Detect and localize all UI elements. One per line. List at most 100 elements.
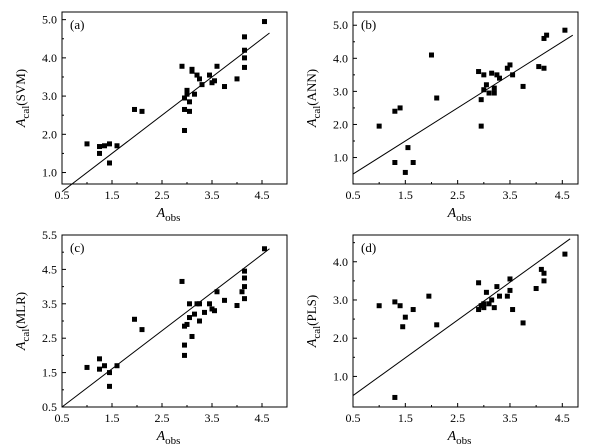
y-axis-label: Acal(PLS) [304, 295, 323, 348]
data-point [536, 64, 542, 70]
scatter-panel: 0.5 1.5 2.5 3.5 4.5 0.5 1.5 2.5 3.5 4.5 5.5 (c) Aobs… [13, 228, 288, 447]
x-tick-label: 0.5 [55, 188, 70, 202]
data-point [504, 293, 510, 299]
data-point [107, 141, 112, 147]
data-point [392, 108, 398, 114]
data-point [242, 47, 247, 53]
data-point [428, 52, 434, 58]
data-point [491, 90, 497, 96]
data-point [107, 160, 112, 166]
data-point [481, 72, 487, 78]
plot-frame [352, 11, 579, 185]
data-point [187, 315, 192, 321]
data-point [481, 87, 487, 93]
data-point [434, 95, 440, 101]
y-tick-label: 4.5 [42, 262, 57, 276]
data-point [494, 72, 500, 78]
panel-label: (d) [361, 240, 376, 255]
data-point [179, 278, 185, 284]
y-tick-label: 1.0 [333, 369, 348, 383]
data-point [242, 55, 247, 61]
data-point [538, 266, 544, 272]
x-tick-label: 2.5 [155, 411, 170, 425]
data-point [434, 322, 440, 328]
data-point [478, 123, 484, 129]
data-point [214, 63, 220, 69]
data-point [392, 299, 398, 305]
data-point [182, 127, 187, 133]
y-tick-label: 2.5 [42, 331, 57, 345]
scatter-panel: 0.5 1.5 2.5 3.5 4.5 1.0 2.0 3.0 4.0 5.0 (b) Aobs Aca… [304, 11, 579, 224]
y-tick-label: 2.0 [333, 117, 348, 131]
data-point [397, 303, 403, 309]
data-point [197, 318, 202, 324]
data-point [504, 65, 510, 71]
data-point [139, 108, 145, 114]
data-point [187, 108, 192, 114]
data-point [107, 383, 112, 389]
data-point [84, 141, 90, 147]
data-point [507, 62, 513, 68]
data-point [184, 91, 190, 97]
data-point [476, 69, 482, 75]
x-tick-label: 1.5 [398, 188, 413, 202]
data-point [410, 160, 416, 165]
x-tick-label: 0.5 [346, 411, 361, 425]
data-point [494, 284, 500, 290]
data-point [194, 72, 200, 78]
y-tick-label: 5.5 [42, 228, 57, 242]
data-point [182, 342, 187, 348]
data-point [187, 99, 192, 105]
data-point [392, 394, 398, 400]
data-point [184, 321, 190, 327]
data-point [410, 307, 416, 313]
fit-line [61, 32, 270, 193]
data-point [510, 72, 516, 78]
data-point [114, 143, 120, 149]
data-point [402, 169, 408, 175]
data-point [214, 289, 220, 295]
data-point [182, 352, 187, 358]
fit-line [352, 34, 574, 175]
data-point [481, 301, 487, 307]
data-point [242, 275, 247, 281]
panel-label: (b) [361, 17, 376, 32]
x-tick-label: 1.5 [105, 188, 120, 202]
y-tick-label: 1.5 [42, 366, 57, 380]
x-tick-label: 2.5 [450, 411, 465, 425]
data-point [132, 106, 137, 112]
x-axis-label: Aobs [447, 206, 472, 224]
data-point [102, 363, 107, 369]
data-point [486, 301, 492, 307]
data-point [242, 296, 247, 302]
data-point [478, 303, 484, 309]
data-point [202, 309, 207, 315]
y-tick-label: 4.0 [333, 51, 348, 65]
panel-label: (a) [70, 17, 84, 32]
x-axis-label: Aobs [156, 429, 181, 447]
x-tick-label: 1.5 [398, 411, 413, 425]
data-point [392, 160, 398, 165]
data-point [222, 84, 227, 90]
data-point [476, 307, 482, 313]
y-tick-label: 3.0 [333, 293, 348, 307]
data-point [520, 320, 526, 326]
data-point [222, 297, 227, 303]
data-point [207, 301, 212, 307]
data-point [533, 286, 539, 292]
fit-line [61, 248, 270, 408]
x-tick-label: 4.5 [555, 411, 570, 425]
x-tick-label: 2.5 [450, 188, 465, 202]
data-point [242, 34, 247, 40]
data-point [507, 287, 513, 293]
data-point [242, 268, 247, 274]
data-point [426, 293, 432, 299]
data-point [97, 150, 102, 156]
x-tick-label: 4.5 [555, 188, 570, 202]
x-tick-label: 1.5 [105, 411, 120, 425]
y-tick-label: 0.5 [42, 400, 57, 414]
data-point [242, 284, 247, 290]
data-point [199, 82, 205, 88]
data-point [376, 123, 382, 129]
